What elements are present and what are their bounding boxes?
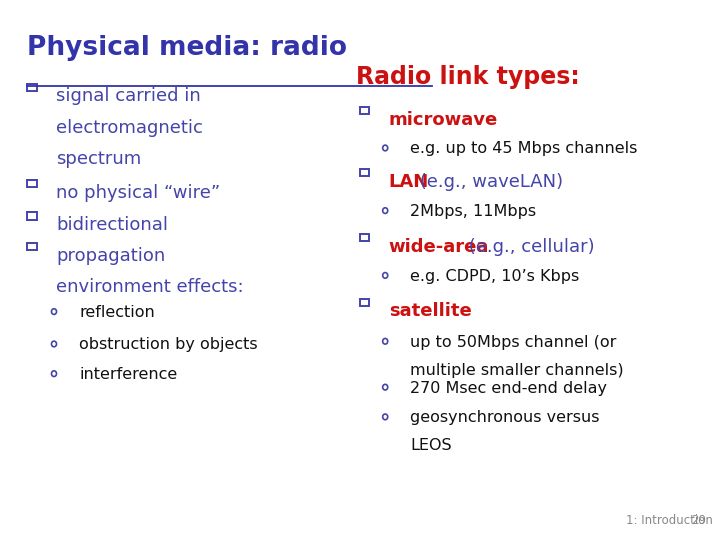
Text: LEOS: LEOS — [410, 438, 452, 454]
Text: 2Mbps, 11Mbps: 2Mbps, 11Mbps — [410, 204, 536, 219]
Text: environment effects:: environment effects: — [56, 278, 244, 296]
Text: no physical “wire”: no physical “wire” — [56, 184, 220, 201]
Text: (e.g., waveLAN): (e.g., waveLAN) — [413, 173, 563, 191]
Text: up to 50Mbps channel (or: up to 50Mbps channel (or — [410, 335, 617, 350]
Bar — [27, 243, 37, 250]
Bar — [27, 180, 37, 187]
Text: electromagnetic: electromagnetic — [56, 119, 203, 137]
Text: satellite: satellite — [389, 302, 472, 320]
Text: geosynchronous versus: geosynchronous versus — [410, 410, 600, 426]
Text: 1: Introduction: 1: Introduction — [626, 514, 714, 526]
Text: LAN: LAN — [389, 173, 429, 191]
Text: reflection: reflection — [79, 305, 155, 320]
Bar — [360, 299, 369, 306]
Text: spectrum: spectrum — [56, 150, 141, 168]
Bar — [360, 169, 369, 176]
Text: wide-area: wide-area — [389, 238, 489, 255]
Text: multiple smaller channels): multiple smaller channels) — [410, 363, 624, 378]
Text: interference: interference — [79, 367, 177, 382]
Text: e.g. up to 45 Mbps channels: e.g. up to 45 Mbps channels — [410, 141, 638, 157]
Bar — [360, 107, 369, 114]
Text: microwave: microwave — [389, 111, 498, 129]
Text: signal carried in: signal carried in — [56, 87, 201, 105]
Text: e.g. CDPD, 10’s Kbps: e.g. CDPD, 10’s Kbps — [410, 269, 580, 284]
Text: 270 Msec end-end delay: 270 Msec end-end delay — [410, 381, 608, 396]
Text: obstruction by objects: obstruction by objects — [79, 338, 258, 353]
Text: (e.g., cellular): (e.g., cellular) — [464, 238, 595, 255]
Bar — [360, 234, 369, 241]
Text: propagation: propagation — [56, 247, 166, 265]
Text: bidirectional: bidirectional — [56, 216, 168, 234]
Text: Radio link types:: Radio link types: — [356, 65, 580, 89]
Text: 29: 29 — [691, 514, 706, 526]
Bar — [27, 212, 37, 219]
Text: Physical media: radio: Physical media: radio — [27, 35, 347, 61]
Bar — [27, 84, 37, 91]
